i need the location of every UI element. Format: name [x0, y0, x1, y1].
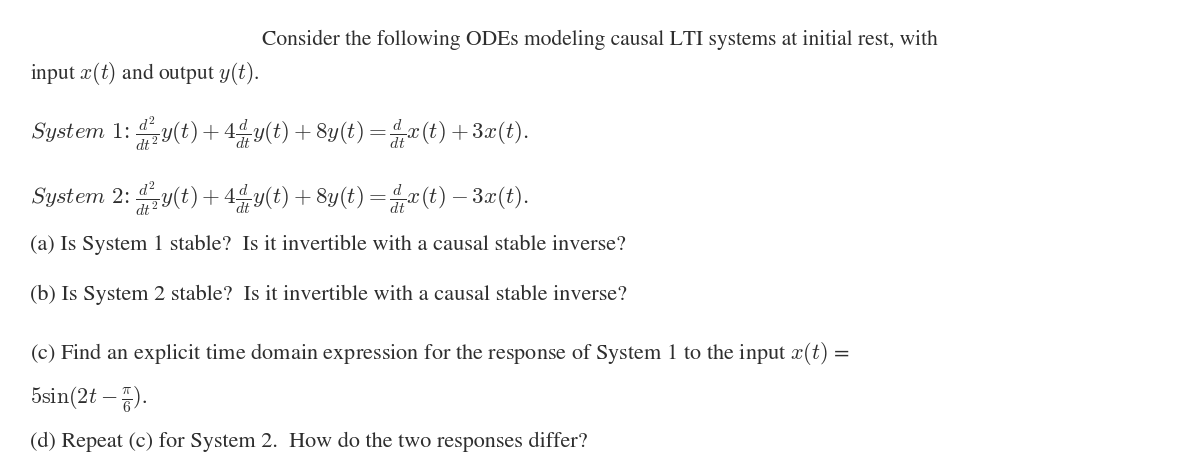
Text: Consider the following ODEs modeling causal LTI systems at initial rest, with: Consider the following ODEs modeling cau… — [262, 30, 938, 50]
Text: $\mathit{System\ 2}$: $\frac{d^2}{dt^2}y(t) + 4\frac{d}{dt}y(t) + 8y(t) = \frac{: $\mathit{System\ 2}$: $\frac{d^2}{dt^2}y… — [30, 179, 529, 219]
Text: (a) Is System 1 stable?  Is it invertible with a causal stable inverse?: (a) Is System 1 stable? Is it invertible… — [30, 235, 625, 255]
Text: (c) Find an explicit time domain expression for the response of System 1 to the : (c) Find an explicit time domain express… — [30, 339, 850, 366]
Text: (b) Is System 2 stable?  Is it invertible with a causal stable inverse?: (b) Is System 2 stable? Is it invertible… — [30, 285, 626, 305]
Text: $5\sin(2t - \frac{\pi}{6})$.: $5\sin(2t - \frac{\pi}{6})$. — [30, 384, 148, 414]
Text: $\mathit{System\ 1}$: $\frac{d^2}{dt^2}y(t) + 4\frac{d}{dt}y(t) + 8y(t) = \frac{: $\mathit{System\ 1}$: $\frac{d^2}{dt^2}y… — [30, 115, 529, 154]
Text: input $x(t)$ and output $y(t)$.: input $x(t)$ and output $y(t)$. — [30, 60, 259, 87]
Text: (d) Repeat (c) for System 2.  How do the two responses differ?: (d) Repeat (c) for System 2. How do the … — [30, 431, 588, 451]
